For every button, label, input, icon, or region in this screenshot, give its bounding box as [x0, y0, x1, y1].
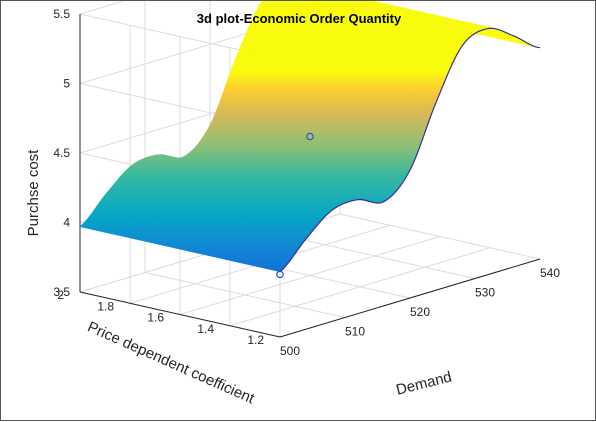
- surface: [79, 1, 541, 273]
- x-tick-label: 530: [475, 286, 495, 300]
- y-tick-label: 1.8: [97, 299, 114, 313]
- z-axis-label: Purchse cost: [25, 149, 42, 237]
- z-tick-label: 5.5: [53, 7, 70, 21]
- y-axis-label: Price dependent coefficient: [85, 318, 258, 407]
- y-axis-line: [79, 291, 281, 338]
- y-tick-label: 2: [57, 288, 64, 302]
- x-axis-label: Demand: [394, 369, 453, 399]
- x-tick-label: 510: [345, 325, 365, 339]
- tick-labels: 500 510 520 530 540 1.2 1.4 1.6 1.8 23.5 4 4.5 5 5.5: [53, 7, 560, 358]
- x-axis-line: [279, 258, 541, 338]
- x-tick-label: 520: [410, 305, 430, 319]
- y-tick-label: 1.4: [197, 322, 214, 336]
- data-markers: [276, 132, 314, 279]
- data-marker: [276, 270, 284, 279]
- chart-title: 3d plot-Economic Order Quantity: [197, 11, 402, 26]
- x-tick-label: 500: [280, 344, 300, 358]
- data-marker: [306, 132, 314, 141]
- z-tick-label: 5: [63, 77, 70, 91]
- grid-line: [229, 247, 491, 327]
- y-tick-label: 1.6: [147, 311, 164, 325]
- grid-line: [179, 236, 441, 315]
- z-tick-label: 4.5: [53, 146, 70, 160]
- y-tick-label: 1.2: [247, 333, 264, 347]
- x-tick-label: 540: [540, 266, 560, 280]
- z-tick-label: 3.5: [53, 285, 70, 299]
- surface-edge: [279, 27, 541, 273]
- z-tick-label: 4: [63, 216, 70, 230]
